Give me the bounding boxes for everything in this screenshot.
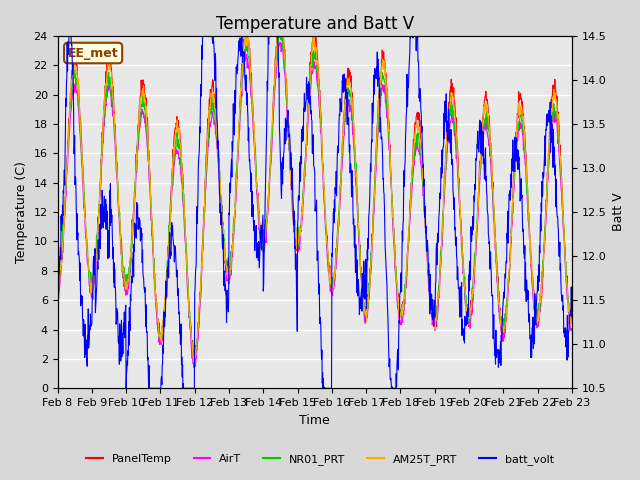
Title: Temperature and Batt V: Temperature and Batt V <box>216 15 414 33</box>
Text: EE_met: EE_met <box>68 47 118 60</box>
Legend: PanelTemp, AirT, NR01_PRT, AM25T_PRT, batt_volt: PanelTemp, AirT, NR01_PRT, AM25T_PRT, ba… <box>81 450 559 469</box>
Y-axis label: Batt V: Batt V <box>612 193 625 231</box>
Y-axis label: Temperature (C): Temperature (C) <box>15 161 28 263</box>
X-axis label: Time: Time <box>300 414 330 427</box>
